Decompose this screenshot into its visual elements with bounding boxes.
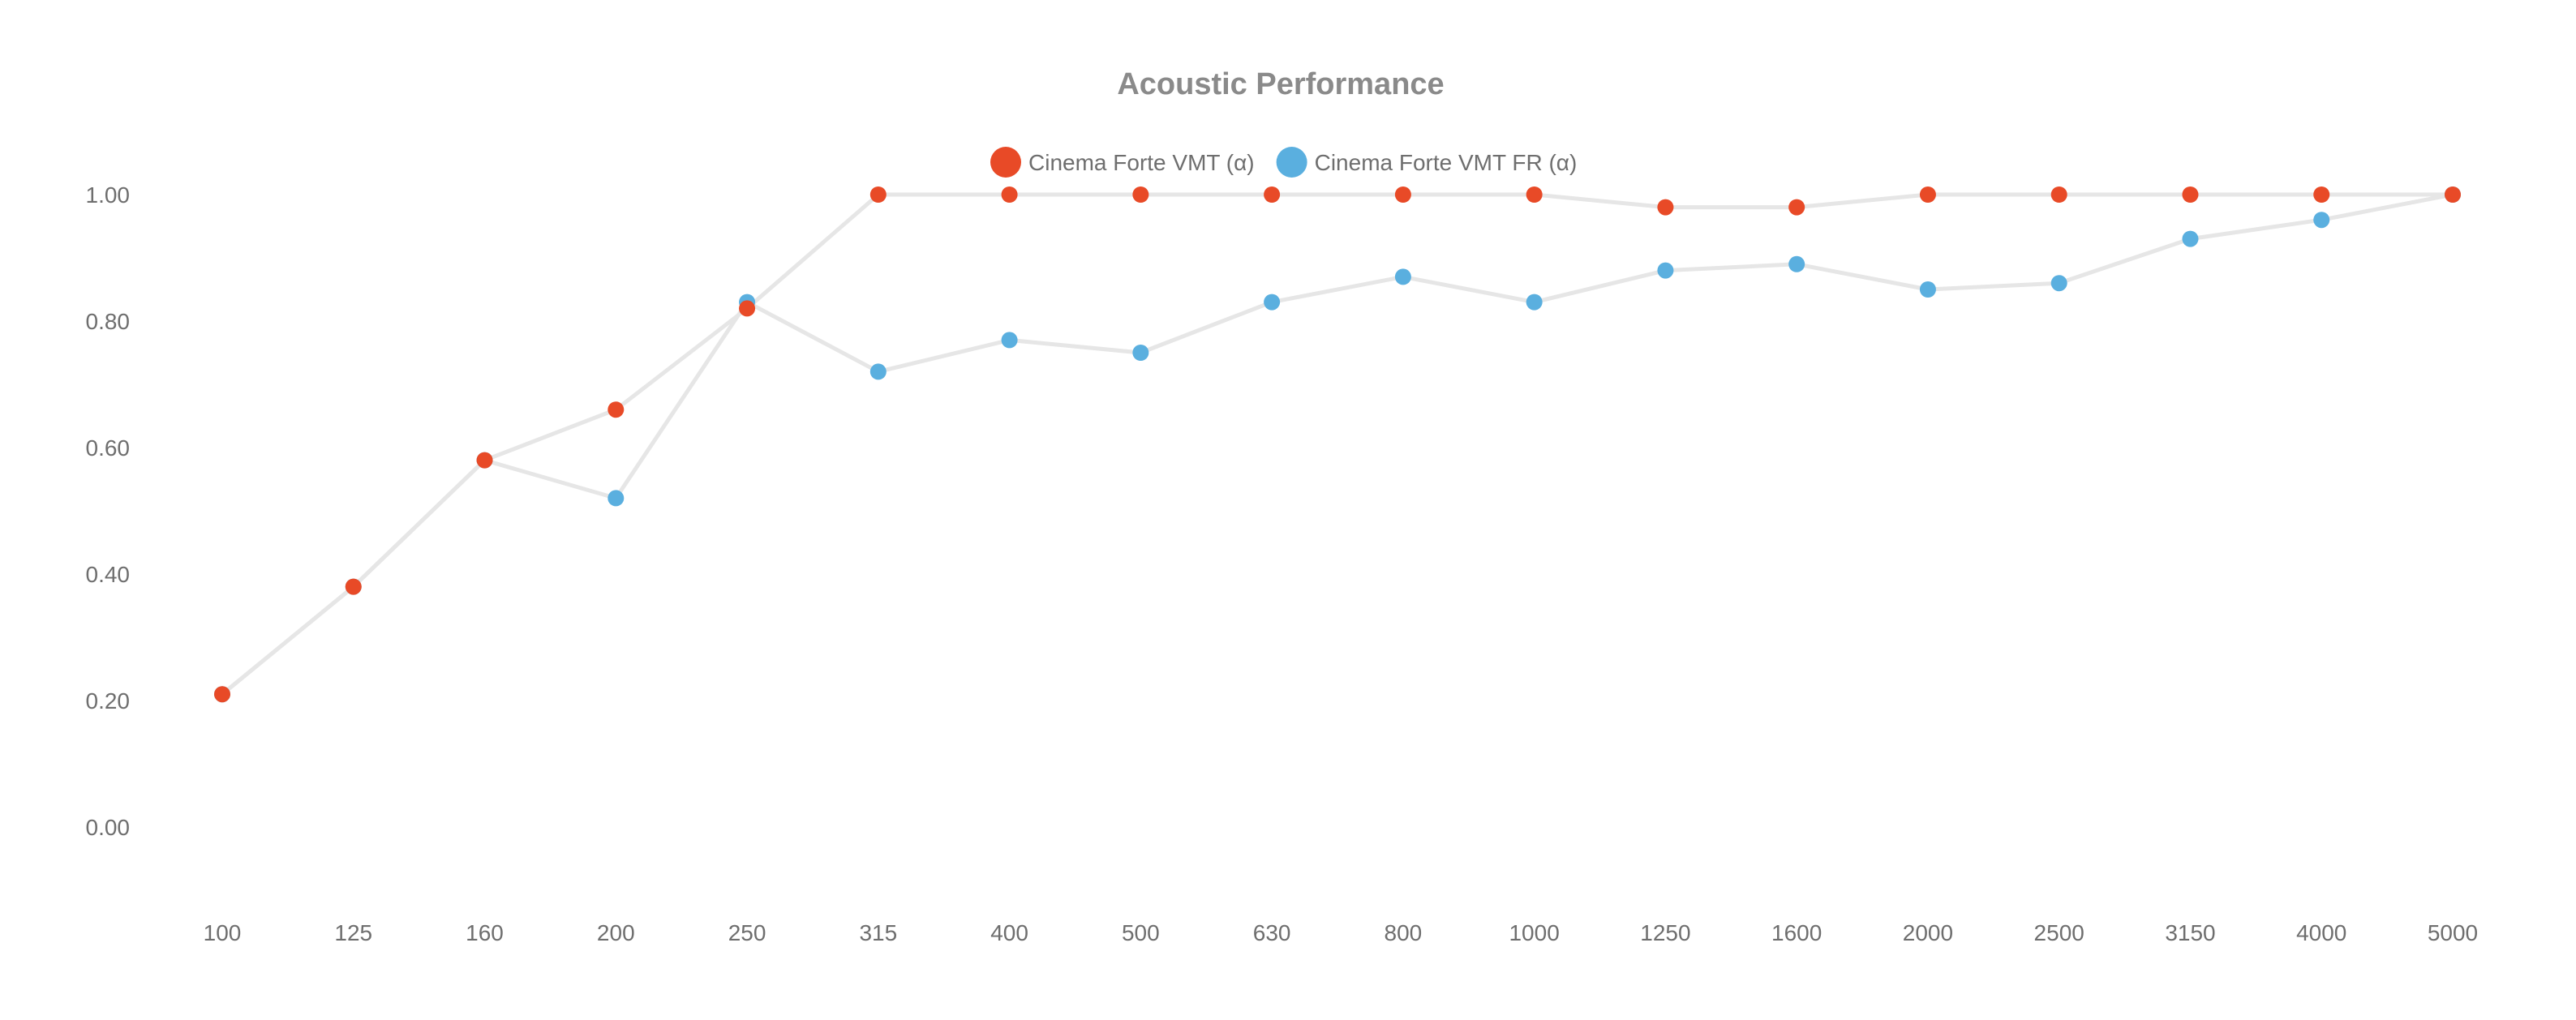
data-point[interactable] xyxy=(1264,294,1281,311)
data-point[interactable] xyxy=(214,686,230,703)
x-tick-label: 500 xyxy=(1122,920,1160,945)
x-tick-label: 800 xyxy=(1385,920,1423,945)
series-line xyxy=(220,192,2455,696)
series-lines xyxy=(220,192,2455,696)
data-point[interactable] xyxy=(1657,199,1674,216)
x-tick-label: 3150 xyxy=(2165,920,2215,945)
data-point[interactable] xyxy=(1657,262,1674,279)
x-tick-label: 200 xyxy=(597,920,635,945)
data-point[interactable] xyxy=(345,578,362,595)
data-point[interactable] xyxy=(2050,275,2067,292)
y-tick-label: 1.00 xyxy=(86,182,131,208)
data-point[interactable] xyxy=(1526,186,1543,203)
legend-marker[interactable] xyxy=(990,147,1021,178)
data-point[interactable] xyxy=(1001,332,1018,349)
legend-marker[interactable] xyxy=(1276,147,1307,178)
data-point[interactable] xyxy=(1394,186,1411,203)
legend-label[interactable]: Cinema Forte VMT FR (α) xyxy=(1315,150,1578,175)
data-point[interactable] xyxy=(1919,281,1936,298)
y-tick-label: 0.40 xyxy=(86,562,131,587)
x-axis: 100 125 160 200 250 315 400 500 630 800 1000 1250 16… xyxy=(204,920,2479,945)
x-tick-label: 315 xyxy=(859,920,897,945)
data-point[interactable] xyxy=(608,401,625,418)
y-tick-label: 0.60 xyxy=(86,435,131,461)
x-tick-label: 160 xyxy=(466,920,504,945)
data-point[interactable] xyxy=(2050,186,2067,203)
data-point[interactable] xyxy=(2445,186,2461,203)
x-tick-label: 2000 xyxy=(1903,920,1953,945)
data-point[interactable] xyxy=(476,452,493,469)
data-point[interactable] xyxy=(1132,186,1149,203)
y-tick-label: 0.00 xyxy=(86,815,131,840)
data-point[interactable] xyxy=(1001,186,1018,203)
data-point[interactable] xyxy=(869,363,887,380)
x-tick-label: 400 xyxy=(990,920,1028,945)
x-tick-label: 250 xyxy=(728,920,766,945)
data-point[interactable] xyxy=(1788,199,1805,216)
data-point[interactable] xyxy=(2313,186,2330,203)
data-point[interactable] xyxy=(1526,294,1543,311)
y-tick-label: 0.80 xyxy=(86,309,131,334)
data-point[interactable] xyxy=(1132,345,1149,361)
x-tick-label: 5000 xyxy=(2428,920,2478,945)
series-points xyxy=(214,186,2461,703)
data-point[interactable] xyxy=(739,300,756,317)
x-tick-label: 1250 xyxy=(1640,920,1690,945)
legend: Cinema Forte VMT (α) Cinema Forte VMT FR … xyxy=(990,147,1577,178)
data-point[interactable] xyxy=(1788,255,1805,272)
y-tick-label: 0.20 xyxy=(86,688,131,714)
data-point[interactable] xyxy=(869,186,887,203)
data-point[interactable] xyxy=(1394,268,1411,285)
x-tick-label: 2500 xyxy=(2034,920,2084,945)
data-point[interactable] xyxy=(2182,230,2199,247)
x-tick-label: 4000 xyxy=(2296,920,2346,945)
series-line xyxy=(220,192,2455,696)
chart-title: Acoustic Performance xyxy=(1117,67,1444,101)
x-tick-label: 125 xyxy=(334,920,372,945)
y-axis: 0.00 0.20 0.40 0.60 0.80 1.00 xyxy=(86,182,131,840)
data-point[interactable] xyxy=(1919,186,1936,203)
x-tick-label: 1600 xyxy=(1771,920,1822,945)
data-point[interactable] xyxy=(2313,212,2330,229)
x-tick-label: 1000 xyxy=(1509,920,1559,945)
data-point[interactable] xyxy=(608,490,625,507)
data-point[interactable] xyxy=(2182,186,2199,203)
x-tick-label: 100 xyxy=(204,920,242,945)
x-tick-label: 630 xyxy=(1253,920,1291,945)
legend-label[interactable]: Cinema Forte VMT (α) xyxy=(1028,150,1255,175)
data-point[interactable] xyxy=(1264,186,1281,203)
